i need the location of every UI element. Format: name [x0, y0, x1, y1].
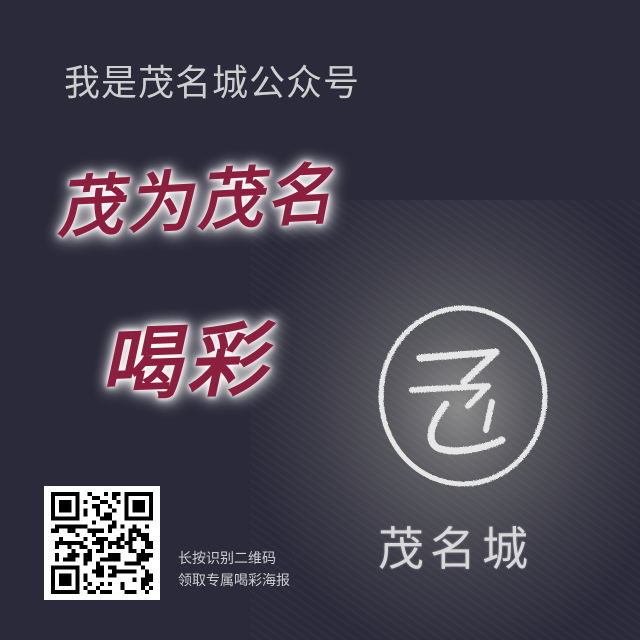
- instruction-line-2: 领取专属喝彩海报: [178, 573, 290, 589]
- headline: 我是茂名城公众号: [64, 63, 361, 104]
- instruction-line-1: 长按识别二维码: [178, 551, 276, 567]
- qr-code-pattern: [51, 492, 153, 594]
- slogan-line-1: 茂为茂名: [54, 154, 338, 248]
- circle-chalk-logo-icon: [378, 305, 548, 487]
- scan-instructions: 长按识别二维码 领取专属喝彩海报: [178, 548, 290, 592]
- slogan-line-2: 喝彩: [98, 312, 274, 412]
- brand-name: 茂名城: [378, 522, 534, 576]
- qr-code-icon[interactable]: [44, 486, 160, 600]
